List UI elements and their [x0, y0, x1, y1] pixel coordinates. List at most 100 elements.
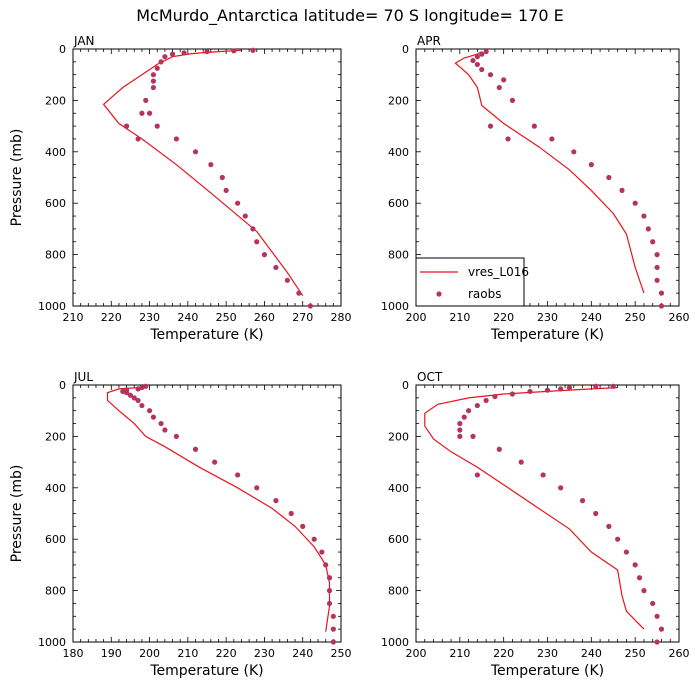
raobs-point	[658, 303, 665, 309]
x-tick-label: 180	[63, 647, 84, 660]
raobs-point	[654, 264, 660, 271]
x-axis-label: Temperature (K)	[149, 327, 263, 343]
x-tick-label: 230	[254, 647, 275, 660]
raobs-point	[131, 395, 137, 401]
raobs-point	[509, 391, 516, 397]
raobs-point	[549, 136, 555, 142]
raobs-point	[139, 402, 145, 409]
raobs-point	[242, 213, 248, 219]
x-tick-label: 260	[669, 311, 690, 324]
raobs-point	[326, 575, 333, 581]
x-tick-label: 190	[101, 647, 122, 660]
y-tick-label: 600	[388, 533, 409, 546]
series-line-vres-l016	[424, 387, 645, 630]
raobs-point	[615, 536, 621, 542]
raobs-point	[579, 498, 586, 504]
raobs-point	[169, 51, 176, 57]
raobs-point	[571, 149, 577, 155]
series-line-vres-l016	[454, 51, 645, 294]
raobs-point	[135, 136, 141, 142]
panel-oct: 200 210 220 230 240 250 260 0 200 400 600 800 1000 OC…	[381, 370, 690, 679]
raobs-point	[139, 110, 145, 116]
raobs-point	[566, 384, 573, 391]
raobs-point	[606, 174, 612, 181]
x-tick-label: 210	[449, 647, 470, 660]
raobs-point	[645, 226, 651, 232]
x-tick-label: 260	[254, 311, 275, 324]
raobs-point	[143, 97, 149, 103]
raobs-point	[311, 536, 317, 542]
y-tick-label: 0	[59, 43, 66, 56]
raobs-point	[330, 639, 336, 645]
plot-frame	[72, 48, 342, 307]
raobs-point	[231, 48, 237, 54]
raobs-point	[319, 549, 325, 555]
raobs-point	[650, 239, 656, 245]
raobs-point	[558, 386, 564, 392]
x-tick-label: 250	[625, 311, 646, 324]
raobs-point	[483, 48, 489, 55]
raobs-point	[474, 472, 480, 478]
y-tick-label: 400	[388, 146, 409, 159]
raobs-point	[284, 277, 290, 283]
raobs-point	[273, 498, 279, 504]
y-tick-label: 800	[45, 249, 66, 262]
raobs-point	[150, 84, 156, 91]
x-tick-label: 220	[216, 647, 237, 660]
legend-entry-raobs: raobs	[468, 287, 502, 301]
raobs-point	[326, 600, 333, 607]
raobs-point	[127, 392, 134, 398]
raobs-point	[654, 639, 660, 645]
x-tick-label: 240	[177, 311, 198, 324]
y-tick-label: 800	[45, 585, 66, 598]
raobs-point	[496, 84, 502, 91]
y-tick-label: 200	[45, 94, 66, 107]
legend-box	[415, 257, 525, 307]
x-tick-label: 250	[216, 311, 237, 324]
raobs-point	[181, 50, 187, 56]
raobs-point	[208, 162, 214, 168]
y-tick-label: 400	[45, 146, 66, 159]
x-tick-label: 220	[493, 647, 514, 660]
raobs-point	[531, 123, 537, 129]
raobs-point	[219, 174, 225, 181]
raobs-point	[212, 459, 218, 465]
x-tick-label: 240	[292, 647, 313, 660]
y-tick-label: 400	[388, 482, 409, 495]
x-tick-label: 270	[292, 311, 313, 324]
series-line-vres-l016	[106, 387, 331, 632]
raobs-point	[501, 77, 507, 83]
raobs-point	[654, 277, 660, 283]
plot-frame	[72, 384, 342, 643]
raobs-point	[250, 47, 256, 53]
panel-label: APR	[417, 34, 441, 48]
raobs-point	[474, 61, 480, 68]
y-tick-label: 800	[388, 249, 409, 262]
legend-entry-vres-l016: vres_L016	[468, 265, 529, 279]
series-line-vres-l016	[102, 49, 304, 297]
raobs-point	[135, 397, 141, 404]
panel-label: JUL	[73, 370, 93, 384]
raobs-point	[124, 387, 130, 393]
y-axis-label: Pressure (mb)	[9, 129, 25, 227]
raobs-point	[654, 613, 660, 619]
x-tick-label: 260	[669, 647, 690, 660]
raobs-point	[606, 523, 612, 529]
y-axis-label: Pressure (mb)	[9, 465, 25, 563]
y-tick-label: 1000	[381, 300, 409, 313]
x-tick-label: 230	[537, 647, 558, 660]
raobs-point	[307, 303, 313, 309]
x-axis-label: Temperature (K)	[490, 327, 604, 343]
raobs-point	[457, 433, 463, 439]
plot-frame	[415, 384, 680, 643]
raobs-point	[158, 59, 164, 65]
raobs-point	[610, 383, 616, 389]
raobs-point	[593, 383, 599, 389]
panels-group: 210 220 230 240 250 260 270 280 0 200 400 600 800 100…	[9, 34, 690, 679]
raobs-point	[330, 626, 336, 632]
raobs-point	[650, 600, 656, 607]
raobs-point	[146, 408, 153, 414]
x-tick-label: 200	[406, 647, 427, 660]
raobs-point	[483, 397, 489, 404]
